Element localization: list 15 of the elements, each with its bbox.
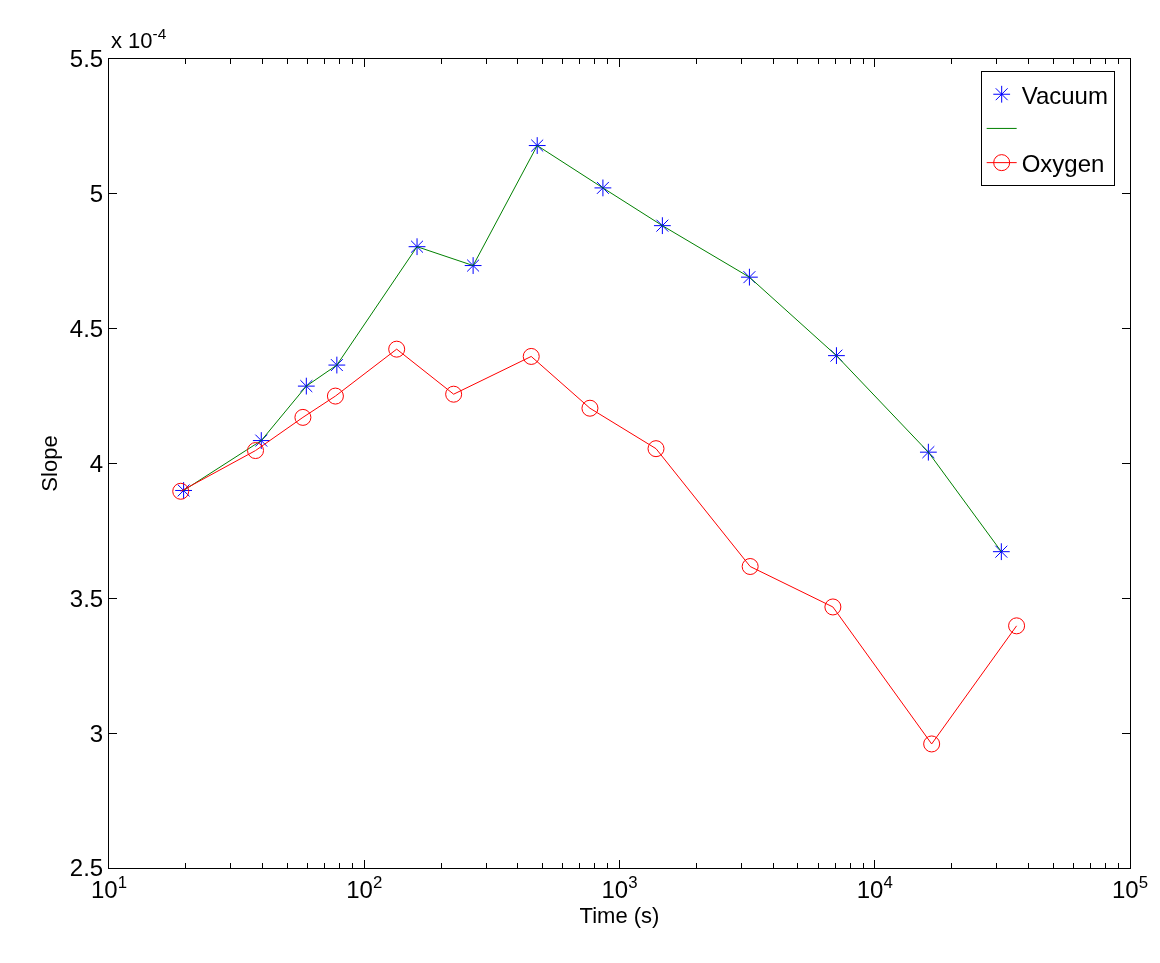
y-tick-label: 4.5 xyxy=(69,315,104,343)
text: x 10$^{-4}$ xyxy=(111,25,167,54)
x-tick-label: 10$^{5}$ xyxy=(1111,872,1149,903)
y-tick-label: 3 xyxy=(89,719,104,747)
y-tick-label: 5 xyxy=(89,180,104,208)
legend-label: Oxygen xyxy=(1021,149,1105,177)
y-tick-label: 3.5 xyxy=(69,584,104,612)
x-tick-label: 10$^{3}$ xyxy=(601,872,638,903)
legend-label: Vacuum xyxy=(1021,81,1108,109)
x-tick-label: 10$^{2}$ xyxy=(346,872,383,903)
x-axis-title: Time (s) xyxy=(579,902,660,928)
y-tick-label: 5.5 xyxy=(69,45,104,73)
y-axis-title: Slope xyxy=(36,435,62,492)
y-tick-label: 4 xyxy=(89,449,104,477)
x-tick-label: 10$^{4}$ xyxy=(856,872,893,903)
